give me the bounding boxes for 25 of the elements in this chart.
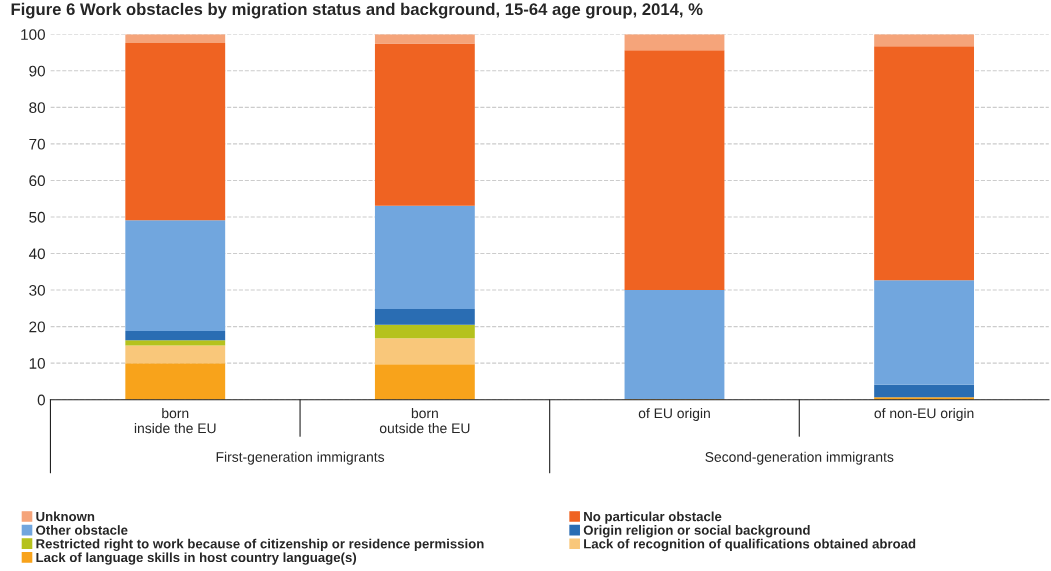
legend-label: No particular obstacle: [584, 511, 722, 524]
x-tick-label: born outside the EU: [379, 408, 470, 434]
y-tick-label: 0: [37, 394, 45, 406]
legend-label: Lack of recognition of qualifications obtained abroad: [584, 538, 916, 552]
x-tick-label: of non-EU origin: [874, 408, 974, 421]
text: Second-generation immigrants: [705, 451, 894, 465]
legend-label: Other obstacle: [36, 525, 128, 535]
x-tick-label: born inside the EU: [134, 408, 216, 434]
legend-label: Lack of language skills in host country language(s): [36, 552, 357, 565]
y-tick-label: 30: [29, 284, 45, 296]
y-tick-label: 10: [29, 358, 45, 369]
y-tick-label: 50: [29, 211, 45, 223]
y-tick-label: 70: [29, 138, 45, 150]
y-tick-label: 20: [29, 321, 45, 333]
x-tick-label: of EU origin: [638, 408, 710, 421]
y-tick-label: 40: [28, 248, 45, 260]
text: First-generation immigrants: [216, 451, 385, 465]
y-tick-label: 80: [29, 102, 45, 114]
legend-label: Restricted right to work because of citizenship or residence permission: [36, 538, 484, 552]
y-tick-label: 60: [29, 175, 45, 187]
y-tick-label: 100: [21, 29, 45, 40]
legend-label: Unknown: [36, 511, 95, 522]
legend-label: Origin religion or social background: [583, 525, 810, 538]
chart-title: Figure 6 Work obstacles by migration status and background, 15-64 age group, 2014, %: [11, 2, 703, 19]
y-tick-label: 90: [29, 65, 45, 77]
